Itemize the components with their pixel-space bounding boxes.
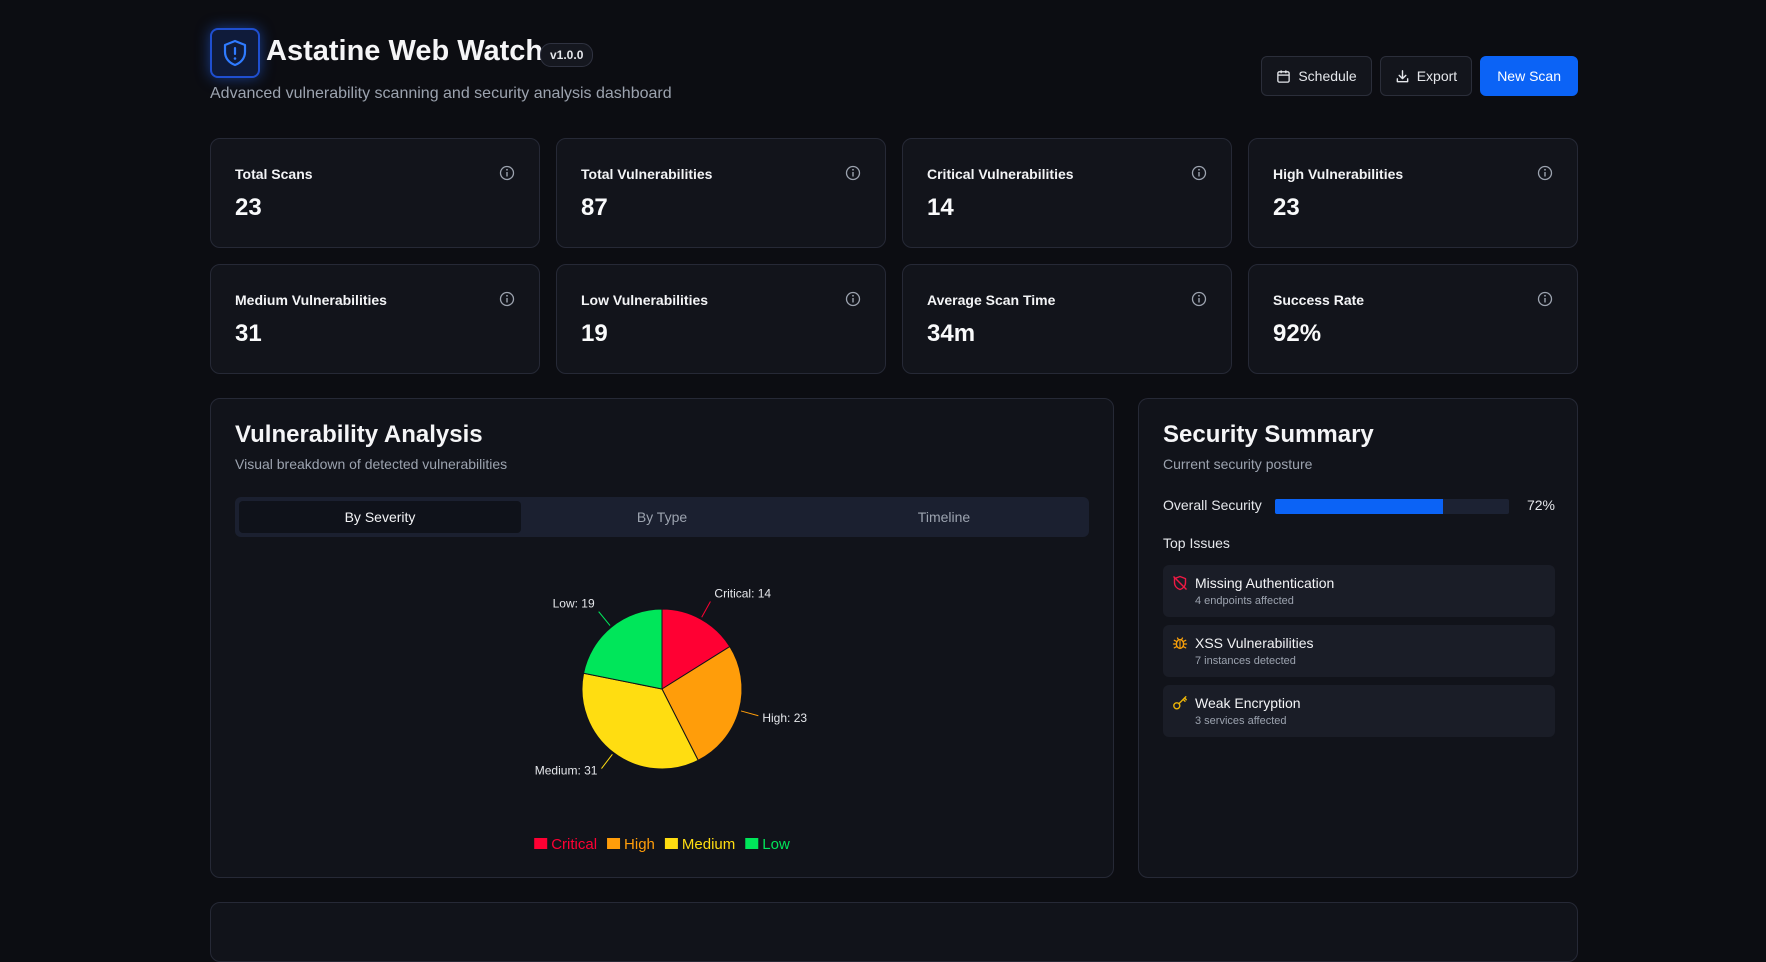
issue-detail: 7 instances detected [1195,655,1296,667]
analysis-subtitle: Visual breakdown of detected vulnerabili… [235,456,508,472]
pie-data-label-medium: Medium: 31 [535,764,598,778]
overall-security-progress [1275,499,1509,514]
stat-card-high-vulnerabilities: High Vulnerabilities 23 [1248,138,1578,248]
stat-value: 14 [927,194,954,221]
stats-grid: Total Scans 23 Total Vulnerabilities 87 … [210,138,1578,374]
analysis-tabs: By Severity By Type Timeline [235,497,1089,537]
stat-label: Low Vulnerabilities [581,292,709,308]
info-icon[interactable] [1191,291,1207,307]
bottom-panel [210,902,1578,962]
info-icon[interactable] [499,291,515,307]
calendar-icon [1277,69,1291,83]
stat-label: Medium Vulnerabilities [235,292,387,308]
overall-security-progress-fill [1275,499,1444,514]
page-subtitle: Advanced vulnerability scanning and secu… [210,85,672,102]
issue-title: Missing Authentication [1195,575,1335,591]
legend-swatch-critical [534,838,548,849]
legend-swatch-medium [664,838,678,849]
info-icon[interactable] [845,165,861,181]
tab-timeline[interactable]: Timeline [917,509,971,525]
stat-card-average-scan-time: Average Scan Time 34m [902,264,1232,374]
stat-label: Average Scan Time [927,292,1056,308]
info-icon[interactable] [1191,165,1207,181]
issue-item-missing-authentication[interactable]: Missing Authentication 4 endpoints affec… [1163,565,1555,617]
shield-alert-icon [210,28,260,78]
summary-title: Security Summary [1163,421,1374,448]
issue-detail: 4 endpoints affected [1195,595,1294,607]
pie-data-label-low: Low: 19 [553,597,595,611]
overall-security-label: Overall Security [1163,497,1262,513]
stat-card-total-vulnerabilities: Total Vulnerabilities 87 [556,138,886,248]
schedule-button[interactable]: Schedule [1261,56,1372,96]
stat-value: 87 [581,194,608,221]
analysis-title: Vulnerability Analysis [235,421,483,448]
schedule-label: Schedule [1298,68,1357,84]
stat-label: Critical Vulnerabilities [927,166,1074,182]
shield-off-icon [1173,575,1187,591]
stat-card-critical-vulnerabilities: Critical Vulnerabilities 14 [902,138,1232,248]
page-title: Astatine Web Watch [266,35,544,67]
top-issues-list: Missing Authentication 4 endpoints affec… [1163,565,1555,737]
info-icon[interactable] [845,291,861,307]
summary-subtitle: Current security posture [1163,456,1313,472]
vulnerability-analysis-panel: Vulnerability Analysis Visual breakdown … [210,398,1114,878]
tab-by-severity[interactable]: By Severity [239,501,521,533]
pie-data-label-critical: Critical: 14 [714,587,771,601]
export-button[interactable]: Export [1379,56,1473,96]
legend-swatch-low [745,838,759,849]
stat-label: Success Rate [1273,292,1365,308]
chart-legend: Critical High Medium Low [534,836,790,853]
info-icon[interactable] [1537,291,1553,307]
top-issues-label: Top Issues [1163,535,1230,551]
stat-card-low-vulnerabilities: Low Vulnerabilities 19 [556,264,886,374]
pie-label-line-medium [601,753,613,769]
issue-item-weak-encryption[interactable]: Weak Encryption 3 services affected [1163,685,1555,737]
issue-item-xss-vulnerabilities[interactable]: XSS Vulnerabilities 7 instances detected [1163,625,1555,677]
overall-security-row: Overall Security 72% [1163,496,1555,516]
legend-swatch-high [607,838,621,849]
stat-card-total-scans: Total Scans 23 [210,138,540,248]
legend-label-low[interactable]: Low [762,836,790,853]
pie-slice-medium[interactable] [581,672,699,770]
stat-card-medium-vulnerabilities: Medium Vulnerabilities 31 [210,264,540,374]
issue-title: Weak Encryption [1195,695,1301,711]
legend-label-high[interactable]: High [624,836,655,853]
legend-label-medium[interactable]: Medium [682,836,735,853]
stat-label: Total Vulnerabilities [581,166,713,182]
pie-slice-critical[interactable] [661,608,731,690]
header-actions: Schedule Export New Scan [1261,56,1578,96]
bug-icon [1172,637,1188,650]
pie-label-line-high [740,710,759,717]
info-icon[interactable] [499,165,515,181]
key-icon [1173,696,1187,710]
issue-detail: 3 services affected [1195,715,1287,727]
legend-label-critical[interactable]: Critical [551,836,597,853]
export-label: Export [1416,68,1458,84]
version-badge: v1.0.0 [540,43,594,67]
security-summary-panel: Security Summary Current security postur… [1138,398,1578,878]
stat-value: 31 [235,320,262,347]
stat-value: 23 [235,194,262,221]
stat-label: Total Scans [235,166,313,182]
stat-card-success-rate: Success Rate 92% [1248,264,1578,374]
download-icon [1396,69,1409,82]
info-icon[interactable] [1537,165,1553,181]
stat-value: 19 [581,320,608,347]
stat-value: 92% [1273,320,1322,347]
page-header: Astatine Web Watch v1.0.0 Advanced vulne… [210,28,1578,108]
tab-by-type[interactable]: By Type [636,509,688,525]
pie-label-line-critical [701,601,711,618]
stat-value: 34m [927,320,976,347]
new-scan-button[interactable]: New Scan [1480,56,1578,96]
pie-data-label-high: High: 23 [762,711,807,725]
pie-label-line-low [598,611,611,626]
issue-title: XSS Vulnerabilities [1195,635,1314,651]
pie-slice-low[interactable] [582,608,663,690]
stat-label: High Vulnerabilities [1273,166,1404,182]
severity-pie-chart: Critical: 14 High: 23 Medium: 31 Low: 19 Cri… [534,587,807,853]
pie-slice-high[interactable] [661,645,743,762]
overall-security-value: 72% [1526,497,1555,513]
stat-value: 23 [1273,194,1300,221]
